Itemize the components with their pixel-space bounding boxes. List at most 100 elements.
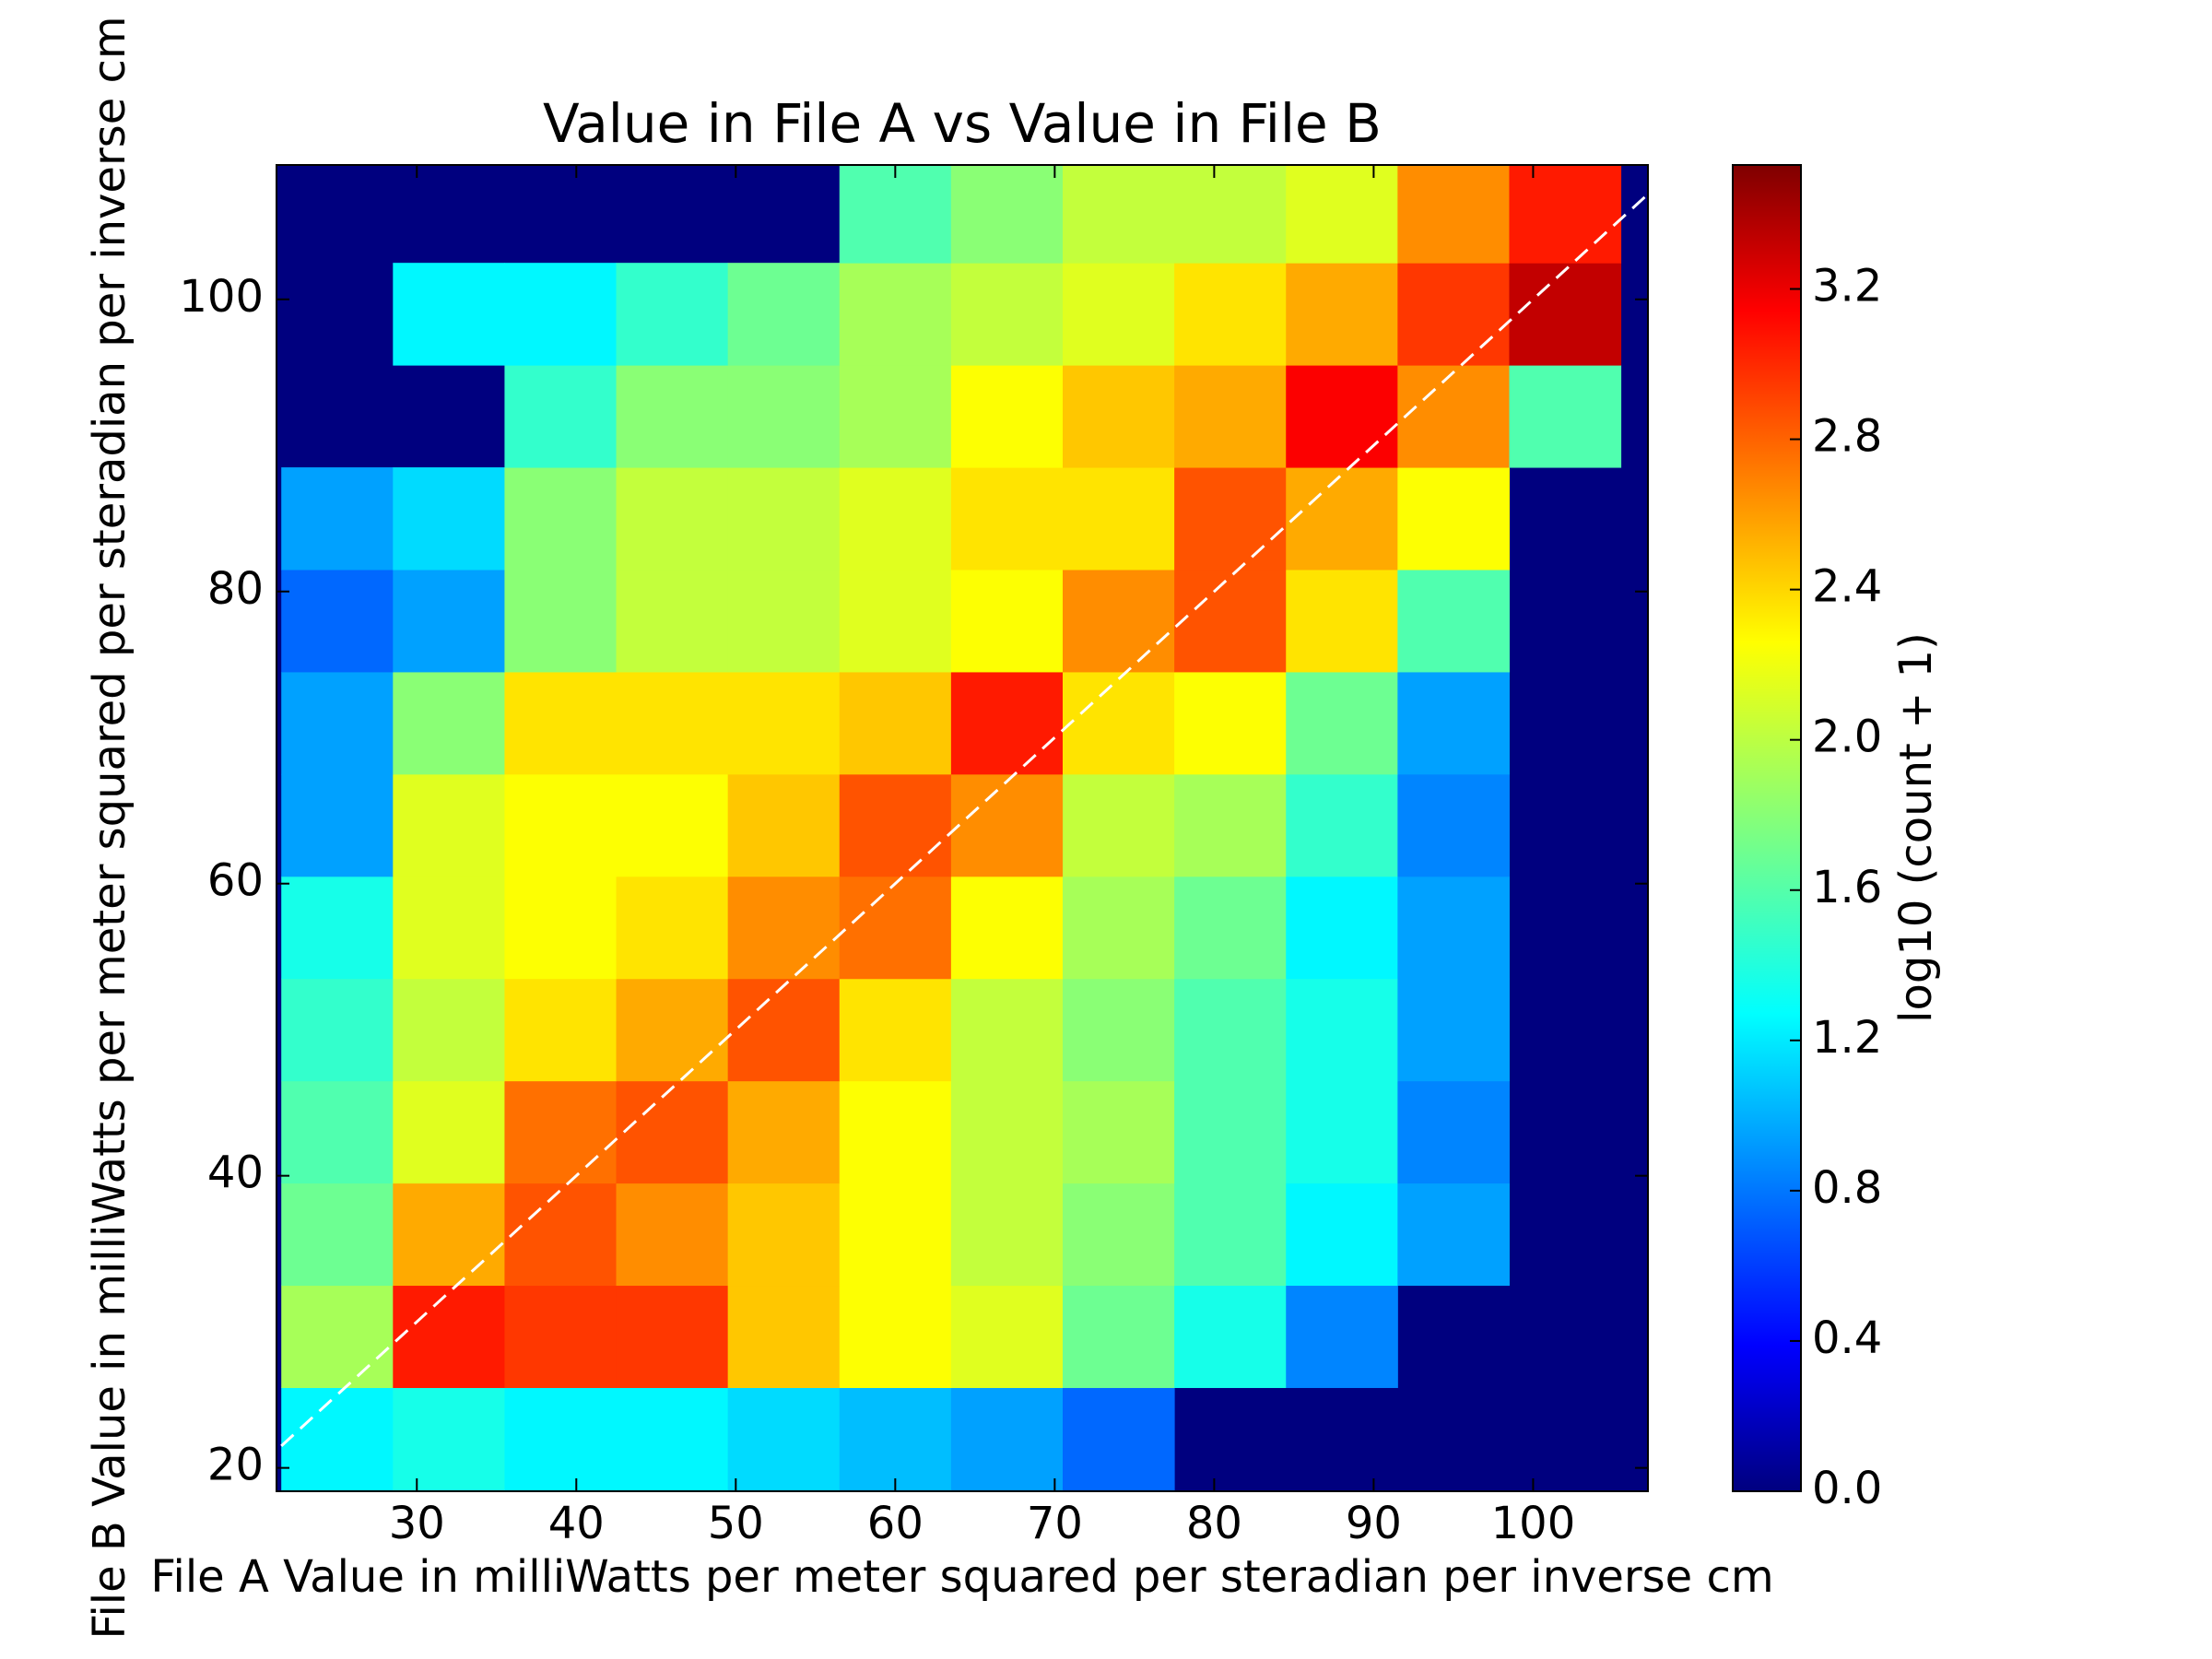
hex-cell: [839, 876, 952, 980]
hex-cell: [1286, 569, 1398, 673]
x-tick-label: 30: [389, 1498, 445, 1549]
hex-cell: [1174, 165, 1287, 264]
reference-line: [280, 192, 1648, 1447]
hex-cell: [950, 467, 1064, 571]
hex-cell: [504, 1285, 618, 1388]
hex-cell: [950, 569, 1064, 673]
hex-cell: [1174, 569, 1287, 673]
hex-cell: [1063, 569, 1175, 673]
x-tick-label: 90: [1346, 1498, 1402, 1549]
hex-cell: [1397, 569, 1510, 673]
hex-cell: [616, 365, 729, 468]
hex-cell: [839, 365, 952, 468]
hex-cell: [1397, 365, 1510, 468]
hex-cell: [1174, 876, 1287, 980]
hex-cell: [504, 467, 618, 571]
hex-cell: [393, 1182, 505, 1287]
hex-cell: [393, 263, 505, 366]
hex-cell: [1509, 263, 1622, 366]
colorbar-tick-label: 0.0: [1812, 1463, 1882, 1514]
hex-cell: [950, 365, 1064, 468]
hex-cell: [393, 671, 505, 775]
hex-cell: [393, 1285, 505, 1388]
hex-cell: [1286, 1182, 1398, 1287]
hex-cell: [1174, 1285, 1287, 1388]
hex-cell: [950, 671, 1064, 775]
hex-cell: [281, 978, 394, 1082]
hex-cell: [950, 1182, 1064, 1287]
y-tick-label: 80: [207, 563, 264, 615]
hex-cell: [393, 569, 505, 673]
hex-cell: [1286, 467, 1398, 571]
hex-cell: [1397, 165, 1510, 264]
hex-cell: [504, 263, 618, 366]
hex-cell: [727, 263, 841, 366]
colorbar: [1732, 164, 1802, 1492]
hex-cell: [1063, 263, 1175, 366]
hex-cell: [1397, 263, 1510, 366]
hex-cell: [1174, 467, 1287, 571]
hex-cell: [393, 876, 505, 980]
hex-cell: [1063, 165, 1175, 264]
hex-cell: [727, 1080, 841, 1184]
hex-cell: [616, 1285, 729, 1388]
hex-cell: [1397, 467, 1510, 571]
y-tick-label: 100: [179, 271, 264, 323]
hex-cell: [1397, 671, 1510, 775]
hex-cell: [504, 1080, 618, 1184]
colorbar-tick-label: 3.2: [1812, 261, 1882, 312]
hex-cell: [504, 569, 618, 673]
hex-cell: [616, 1080, 729, 1184]
x-tick-label: 80: [1186, 1498, 1242, 1549]
hex-cell: [1174, 773, 1287, 877]
hex-cell: [504, 1387, 618, 1490]
hex-cell: [839, 671, 952, 775]
hex-cell: [727, 876, 841, 980]
hex-cell: [504, 671, 618, 775]
hex-cell: [1174, 263, 1287, 366]
hex-cell: [1397, 1080, 1510, 1184]
hex-cell: [393, 467, 505, 571]
hex-cell: [839, 978, 952, 1082]
hex-cell: [727, 773, 841, 877]
hex-cell: [1063, 467, 1175, 571]
hex-cell: [1174, 978, 1287, 1082]
hex-cell: [1286, 263, 1398, 366]
hex-cell: [1286, 1285, 1398, 1388]
y-tick-label: 60: [207, 855, 264, 907]
hex-cell: [839, 569, 952, 673]
hex-cell: [1063, 365, 1175, 468]
x-axis-label: File A Value in milliWatts per meter squ…: [150, 1551, 1773, 1603]
hex-cell: [1509, 165, 1622, 264]
hex-cell: [950, 773, 1064, 877]
hex-cell: [1286, 773, 1398, 877]
hex-cell: [950, 978, 1064, 1082]
hex-cell: [1063, 1285, 1175, 1388]
hex-cell: [839, 467, 952, 571]
hex-cell: [393, 1387, 505, 1490]
colorbar-tick-label: 0.4: [1812, 1312, 1882, 1364]
y-tick-label: 40: [207, 1147, 264, 1199]
hex-cell: [839, 773, 952, 877]
hex-cell: [1174, 671, 1287, 775]
hex-cell: [1286, 1080, 1398, 1184]
colorbar-tick-label: 0.8: [1812, 1162, 1882, 1214]
hex-cell: [281, 671, 394, 775]
hex-cell: [950, 263, 1064, 366]
hex-cell: [950, 876, 1064, 980]
colorbar-tick-label: 2.4: [1812, 561, 1882, 613]
hex-cell: [616, 978, 729, 1082]
hex-cell: [727, 467, 841, 571]
hex-cell: [727, 671, 841, 775]
hex-cell: [839, 1080, 952, 1184]
hex-cell: [616, 569, 729, 673]
hex-cell: [504, 365, 618, 468]
hex-cell: [281, 1182, 394, 1287]
hex-cell: [1397, 773, 1510, 877]
hex-cell: [504, 1182, 618, 1287]
hex-cell: [727, 1387, 841, 1490]
hex-cell: [281, 1080, 394, 1184]
hex-cell: [950, 165, 1064, 264]
x-tick-label: 70: [1027, 1498, 1083, 1549]
